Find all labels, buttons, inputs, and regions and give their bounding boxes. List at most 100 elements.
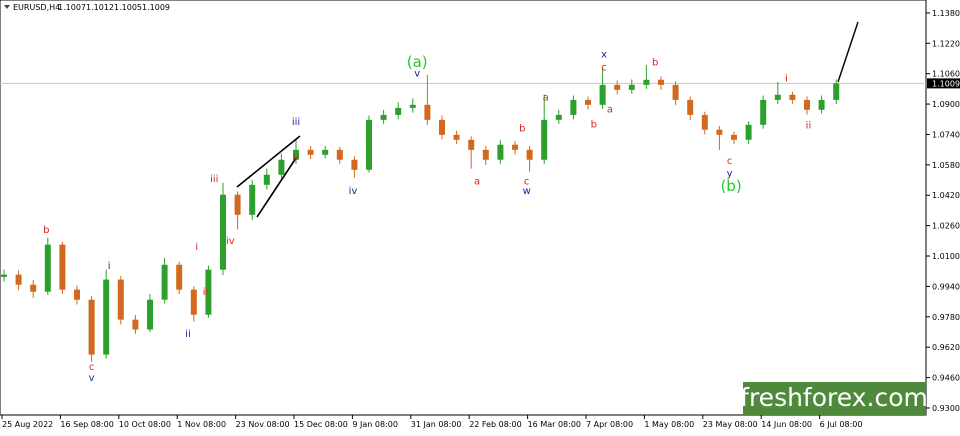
y-tick-label: 1.1060 (932, 70, 960, 79)
x-tick-label: 1 May 08:00 (644, 420, 694, 429)
candle-body (59, 244, 66, 290)
x-tick-label: 22 Feb 08:00 (469, 420, 521, 429)
candle-body (190, 289, 197, 315)
x-tick-label: 1 Nov 08:00 (177, 420, 226, 429)
candle-body (643, 79, 650, 85)
candle-body (351, 159, 358, 170)
candle-body (833, 83, 840, 100)
wave-label: b (591, 119, 597, 130)
watermark-box: freshforex.com (740, 382, 928, 415)
candle-body (614, 84, 621, 90)
x-tick-label: 23 Nov 08:00 (236, 420, 290, 429)
candle-body (672, 84, 679, 100)
y-tick-label: 0.9300 (932, 404, 960, 413)
y-tick-label: 1.1220 (932, 39, 960, 48)
candle-body (322, 149, 329, 155)
watermark: freshforex.com (740, 383, 928, 412)
candle-body (103, 279, 110, 355)
candle-body (716, 129, 723, 135)
candle-body (176, 264, 183, 290)
wave-label: iv (349, 186, 358, 197)
wave-label: y (727, 168, 733, 179)
quote-close: 1.1009 (142, 3, 170, 12)
candle-body (336, 149, 343, 160)
wave-label: ii (203, 287, 209, 298)
x-tick-label: 9 Jan 08:00 (352, 420, 398, 429)
candle-body (307, 149, 314, 155)
x-tick-label: 25 Aug 2022 (2, 420, 53, 429)
candle-body (380, 114, 387, 120)
candle-body (658, 79, 664, 85)
wave-label: b (43, 225, 49, 236)
y-tick-label: 0.9620 (932, 343, 960, 352)
candle-body (278, 159, 285, 175)
y-tick-label: 0.9780 (932, 313, 960, 322)
wave-label: (b) (720, 177, 741, 195)
candle-body (1, 274, 7, 277)
candle-body (117, 279, 124, 320)
x-tick-label: 23 May 08:00 (703, 420, 758, 429)
current-price-bg (927, 78, 960, 89)
candle-body (234, 194, 241, 215)
quote-open: 1.1007 (58, 3, 86, 12)
candle-body (161, 264, 168, 300)
wave-label: i (108, 261, 111, 272)
candle-body (760, 99, 767, 125)
y-tick-label: 1.0260 (932, 222, 960, 231)
candle-body (293, 149, 299, 160)
candle-body (497, 144, 504, 160)
trend-lines (236, 21, 859, 218)
candle-body (541, 119, 548, 160)
x-tick-label: 7 Apr 08:00 (586, 420, 633, 429)
header: EURUSD,H4 1.1007 1.1012 1.1005 1.1009 (4, 3, 170, 12)
wave-label: c (89, 362, 95, 373)
candle-body (249, 184, 256, 215)
y-tick-label: 1.1380 (932, 9, 960, 18)
x-tick-label: 15 Dec 08:00 (294, 420, 348, 429)
y-tick-label: 1.0420 (932, 191, 960, 200)
candle-body (731, 134, 737, 140)
wave-label: i (785, 73, 788, 84)
x-tick-label: 16 Sep 08:00 (60, 420, 113, 429)
candle-body (453, 134, 460, 140)
wedge-lower (256, 157, 297, 218)
quote-low: 1.1005 (114, 3, 142, 12)
x-tick-label: 31 Jan 08:00 (411, 420, 462, 429)
candle-body (818, 99, 825, 110)
y-tick-label: 1.0100 (932, 252, 960, 261)
candle-body (30, 284, 37, 292)
candle-body (88, 299, 95, 355)
wave-label: i (195, 242, 198, 253)
candle-body (263, 174, 270, 185)
candle-body (774, 94, 781, 100)
symbol: EURUSD,H4 (13, 3, 60, 12)
candle-body (804, 99, 810, 110)
candle-body (701, 114, 708, 130)
candle-body (366, 119, 372, 170)
y-tick-label: 0.9460 (932, 374, 960, 383)
candle-body (482, 149, 489, 160)
candle-body (132, 319, 139, 330)
candle-body (585, 99, 591, 105)
candle-body (44, 244, 51, 292)
quote-high: 1.1012 (86, 3, 114, 12)
candle-body (205, 269, 212, 315)
candle-body (395, 107, 402, 115)
wave-label: iii (210, 174, 218, 185)
wave-label: iv (226, 236, 235, 247)
x-tick-label: 16 Mar 08:00 (528, 420, 581, 429)
plot-frame (0, 0, 927, 416)
candle-body (745, 124, 752, 140)
candle-body (526, 149, 533, 160)
wave-label: c (727, 156, 733, 167)
wave-label: c (601, 62, 607, 73)
wedge-upper (236, 135, 301, 188)
x-tick-label: 14 Jun 08:00 (761, 420, 812, 429)
y-tick-label: 1.0580 (932, 161, 960, 170)
wave-label: v (293, 152, 299, 163)
wave-label: v (414, 68, 420, 79)
y-tick-label: 0.9940 (932, 282, 960, 291)
wave-label: a (543, 92, 549, 103)
candle-body (789, 94, 796, 100)
